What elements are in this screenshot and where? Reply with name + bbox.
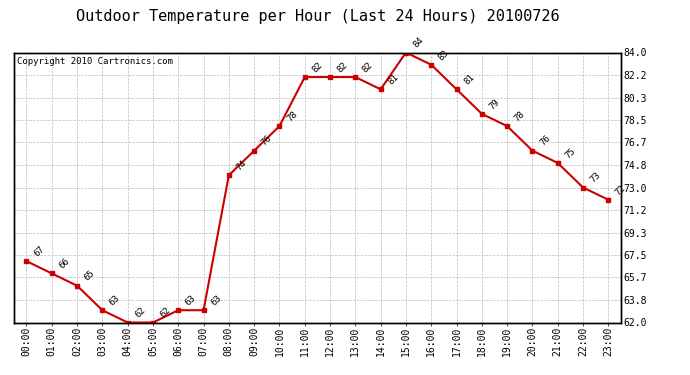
- Text: 63: 63: [108, 294, 122, 308]
- Text: 63: 63: [184, 294, 198, 308]
- Text: 65: 65: [83, 269, 97, 283]
- Text: 76: 76: [538, 134, 552, 148]
- Text: 82: 82: [310, 60, 324, 74]
- Text: 78: 78: [513, 110, 526, 123]
- Text: 62: 62: [159, 306, 172, 320]
- Text: Copyright 2010 Cartronics.com: Copyright 2010 Cartronics.com: [17, 57, 172, 66]
- Text: 84: 84: [411, 36, 426, 50]
- Text: 66: 66: [57, 256, 71, 271]
- Text: 72: 72: [614, 183, 628, 197]
- Text: 63: 63: [209, 294, 223, 308]
- Text: 76: 76: [259, 134, 274, 148]
- Text: Outdoor Temperature per Hour (Last 24 Hours) 20100726: Outdoor Temperature per Hour (Last 24 Ho…: [76, 9, 559, 24]
- Text: 62: 62: [133, 306, 147, 320]
- Text: 78: 78: [285, 110, 299, 123]
- Text: 73: 73: [589, 171, 602, 185]
- Text: 75: 75: [563, 146, 578, 160]
- Text: 67: 67: [32, 244, 46, 258]
- Text: 81: 81: [462, 73, 476, 87]
- Text: 83: 83: [437, 48, 451, 62]
- Text: 82: 82: [335, 60, 350, 74]
- Text: 81: 81: [386, 73, 400, 87]
- Text: 82: 82: [361, 60, 375, 74]
- Text: 74: 74: [235, 159, 248, 172]
- Text: 79: 79: [487, 97, 502, 111]
